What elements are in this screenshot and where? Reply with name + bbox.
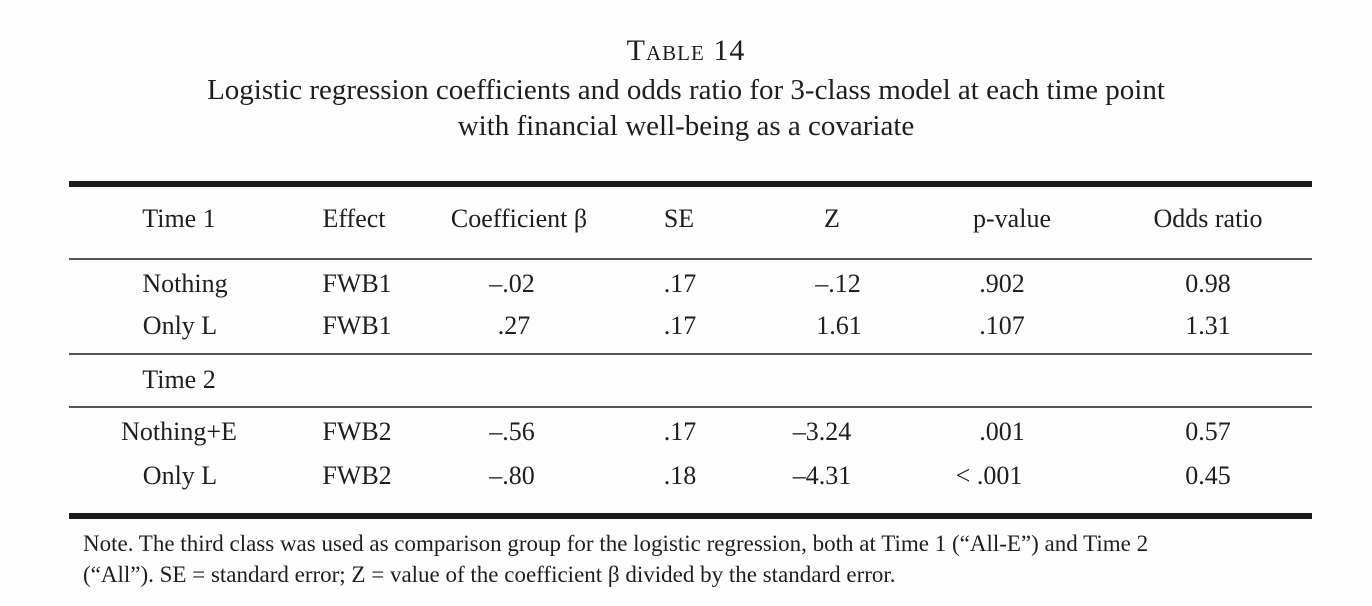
table-title-line-1: Logistic regression coefficients and odd…	[207, 74, 1165, 106]
header-se: SE	[663, 204, 695, 233]
header-rule	[69, 258, 1312, 260]
row-odds-ratio: 1.31	[1185, 311, 1231, 340]
table-top-rule	[69, 181, 1312, 187]
row-p-value: .107	[979, 311, 1025, 340]
row-odds-ratio: 0.57	[1185, 417, 1231, 446]
row-effect: FWB2	[322, 417, 392, 446]
header-odds-ratio: Odds ratio	[1153, 204, 1263, 233]
group-divider-rule	[69, 353, 1312, 355]
row-coefficient: –.02	[489, 269, 535, 298]
row-z: –.12	[815, 269, 861, 298]
table-note: Note. The third class was used as compar…	[83, 528, 1308, 590]
row-se: .17	[663, 417, 697, 446]
row-class: Only L	[142, 461, 218, 490]
group-label-time2: Time 2	[142, 365, 216, 394]
group-divider-rule	[69, 406, 1312, 408]
row-class: Only L	[142, 311, 218, 340]
header-p-value: p-value	[973, 204, 1051, 233]
table-note-line-2: (“All”). SE = standard error; Z = value …	[83, 562, 896, 587]
header-z: Z	[824, 204, 840, 233]
header-time1: Time 1	[142, 204, 216, 233]
table-bottom-rule	[69, 513, 1312, 519]
row-effect: FWB1	[322, 311, 392, 340]
row-class: Nothing+E	[121, 417, 237, 446]
row-se: .17	[663, 311, 697, 340]
row-z: 1.61	[816, 311, 862, 340]
row-z: –3.24	[792, 417, 852, 446]
row-effect: FWB2	[322, 461, 392, 490]
row-class: Nothing	[142, 269, 228, 298]
table-label: Table 14	[626, 34, 746, 67]
row-p-value: .001	[979, 417, 1025, 446]
header-coefficient: Coefficient β	[450, 204, 588, 233]
row-effect: FWB1	[322, 269, 392, 298]
row-odds-ratio: 0.45	[1185, 461, 1231, 490]
row-se: .18	[663, 461, 697, 490]
table-title-line-2: with financial well-being as a covariate	[457, 110, 915, 142]
table-note-line-1: Note. The third class was used as compar…	[83, 531, 1149, 556]
row-p-value: < .001	[955, 461, 1023, 490]
row-se: .17	[663, 269, 697, 298]
row-z: –4.31	[792, 461, 852, 490]
row-p-value: .902	[979, 269, 1025, 298]
row-coefficient: .27	[497, 311, 531, 340]
row-coefficient: –.56	[489, 417, 535, 446]
table-title: Logistic regression coefficients and odd…	[0, 72, 1372, 144]
row-coefficient: –.80	[489, 461, 535, 490]
row-odds-ratio: 0.98	[1185, 269, 1231, 298]
header-effect: Effect	[322, 204, 386, 233]
